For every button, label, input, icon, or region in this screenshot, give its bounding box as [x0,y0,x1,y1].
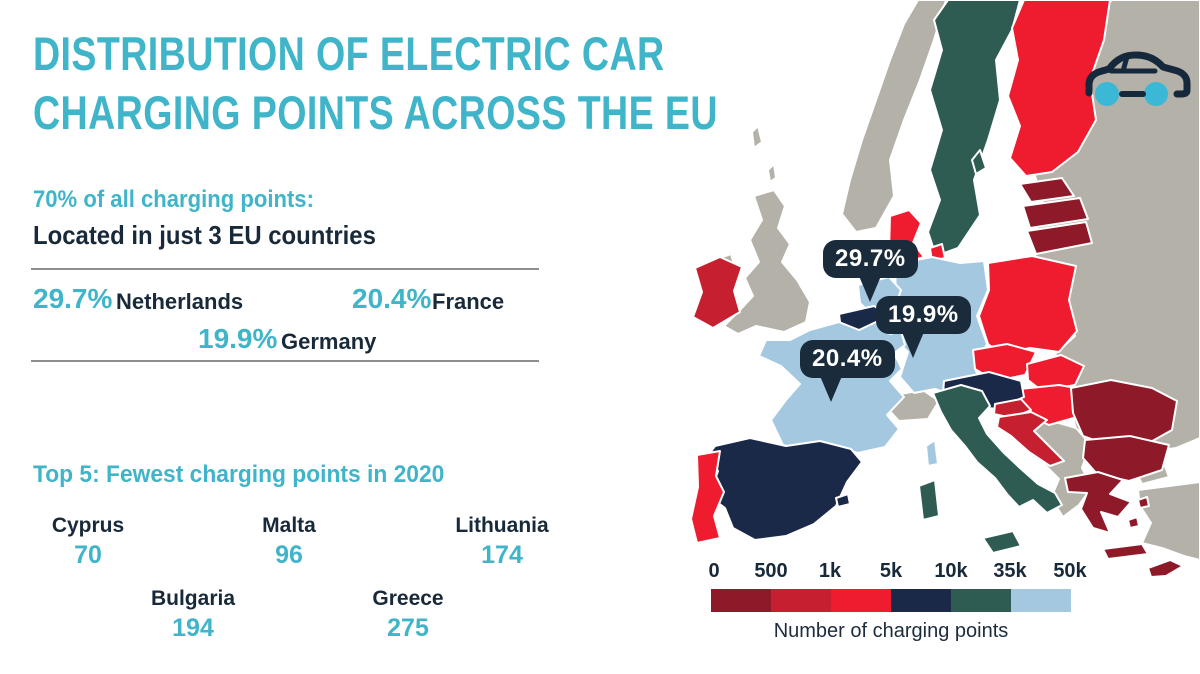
fewest-country: Greece [372,587,444,610]
country-italy [932,384,1063,514]
fewest-value: 275 [387,614,429,642]
island-corsica [925,439,939,467]
country-cyprus [1147,559,1184,578]
fewest-value: 174 [481,541,523,569]
country-poland [978,255,1078,355]
legend-tick-500: 500 [754,560,788,582]
fewest-country: Cyprus [51,514,125,537]
legend-caption: Number of charging points [773,620,1009,642]
legend-tick-5k: 5k [879,560,903,582]
stat-country-netherlands: Netherlands [116,289,244,314]
legend-seg-500-1k [771,589,831,612]
summary-subheading: Located in just 3 EU countries [33,220,376,250]
country-estonia [1019,177,1075,203]
country-ireland [692,256,743,329]
car-wheel-left [1095,82,1119,106]
fewest-country: Malta [262,514,316,537]
car-wheel-right [1144,82,1168,106]
europe-map-panel: 29.7% 19.9% 20.4% 0 500 1k 5k 10k 35k 50… [690,0,1200,674]
page-title: DISTRIBUTION OF ELECTRIC CAR CHARGING PO… [33,24,718,142]
island-mallorca [835,493,851,508]
callout-netherlands: 29.7% [823,240,918,302]
country-uk [723,189,811,335]
legend-tick-35k: 35k [993,560,1027,582]
fewest-country: Bulgaria [150,587,236,610]
callout-germany: 19.9% [876,296,971,358]
country-lithuania [1026,221,1093,255]
callout-label: 19.9% [888,301,959,328]
divider-top [31,268,539,270]
island-shetland [751,125,763,149]
divider-bottom [31,360,539,362]
legend-seg-35k-50k [1011,589,1071,612]
island-sicily [982,530,1022,554]
island-orkney [767,163,777,183]
legend-seg-0-500 [711,589,771,612]
callout-france: 20.4% [800,340,895,402]
stat-pct-netherlands: 29.7% [33,283,113,314]
legend-tick-1k: 1k [818,560,842,582]
island-gotland [971,149,987,175]
legend-tick-10k: 10k [934,560,968,582]
legend-seg-1k-5k [831,589,891,612]
country-finland [1007,0,1111,177]
legend-tick-50k: 50k [1053,560,1087,582]
stat-country-france: France [432,289,505,314]
page-title-line2: CHARGING POINTS ACROSS THE EU [33,86,718,139]
legend-seg-5k-10k [891,589,951,612]
island-aegean-1 [1137,496,1150,509]
country-romania [1070,379,1178,447]
fewest-value: 194 [172,614,214,642]
country-greece [1064,471,1132,534]
island-sardinia [918,479,940,521]
car-icon [1085,51,1191,106]
legend-tick-0: 0 [708,560,720,582]
stat-pct-france: 20.4% [352,283,432,314]
page-title-line1: DISTRIBUTION OF ELECTRIC CAR [33,27,665,80]
fewest-item-bulgaria: Bulgaria 194 [151,587,235,643]
legend-color-bar [711,589,1071,612]
fewest-country: Lithuania [455,514,549,537]
stat-country-germany: Germany [281,329,377,354]
fewest-item-cyprus: Cyprus 70 [52,514,124,570]
fewest-item-lithuania: Lithuania 174 [455,514,548,570]
island-crete [1102,543,1149,560]
country-norway [841,0,947,233]
fewest-item-malta: Malta 96 [262,514,316,570]
fewest-heading: Top 5: Fewest charging points in 2020 [33,461,445,488]
callout-label: 29.7% [835,245,906,272]
legend-seg-10k-35k [951,589,1011,612]
fewest-item-greece: Greece 275 [372,587,443,643]
country-bulgaria [1082,435,1170,482]
country-portugal [690,450,725,544]
country-spain [706,437,863,541]
fewest-value: 96 [275,541,303,569]
island-aegean-2 [1127,516,1140,529]
country-latvia [1022,197,1089,229]
summary-heading: 70% of all charging points: [33,186,314,213]
country-turkey [1137,481,1200,561]
country-sweden [927,0,1021,257]
callout-label: 20.4% [812,345,883,372]
fewest-value: 70 [74,541,102,569]
country-croatia [996,411,1065,467]
stat-pct-germany: 19.9% [198,323,278,354]
country-slovakia [1026,354,1085,392]
